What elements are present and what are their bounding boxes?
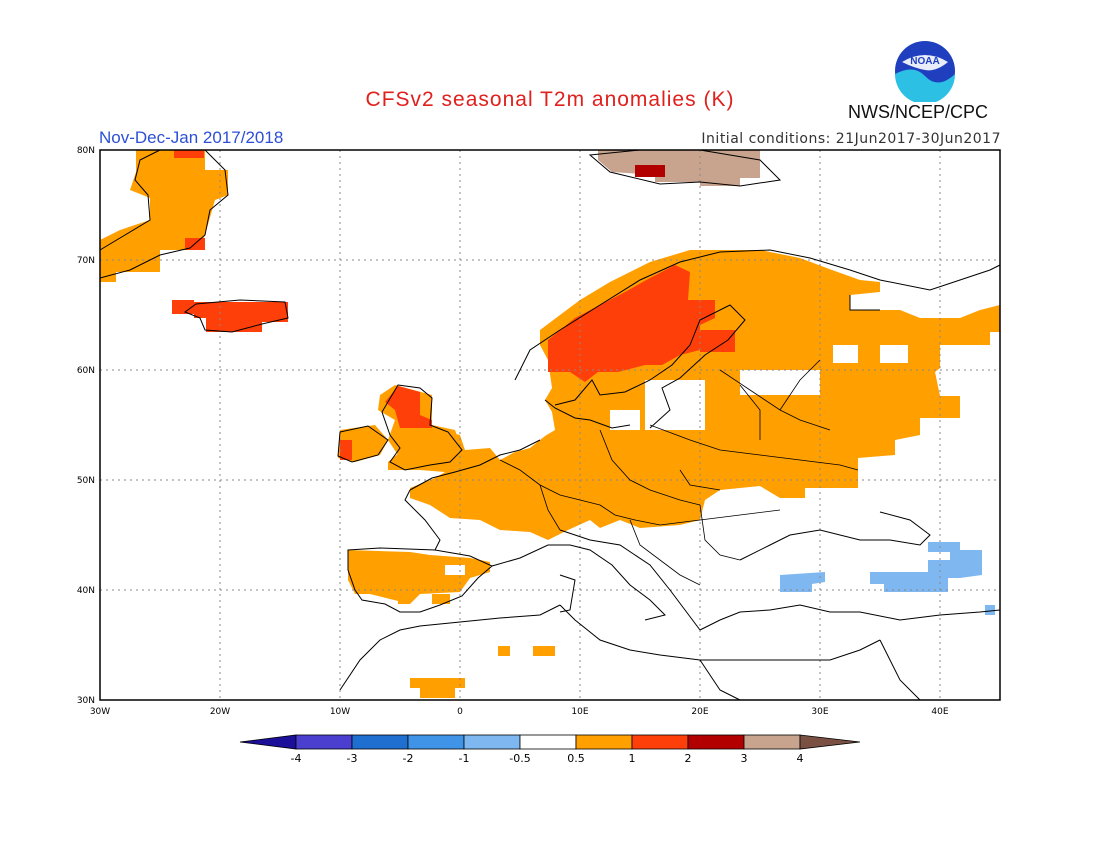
anomaly-africa: [498, 646, 510, 656]
anomaly-scandinavia-hot: [548, 265, 715, 382]
gap: [833, 345, 858, 363]
map-frame: [99, 149, 1001, 701]
colorbar-swatch: [463, 734, 521, 750]
lon-label-30w: 30W: [90, 707, 110, 717]
lon-label-10w: 10W: [330, 707, 350, 717]
colorbar-swatch: [351, 734, 409, 750]
lon-label-20e: 20E: [691, 707, 708, 717]
colorbar-label: 2: [685, 752, 692, 765]
colorbar-swatch: [687, 734, 745, 750]
lon-label-30e: 30E: [811, 707, 828, 717]
colorbar-label: 4: [797, 752, 804, 765]
lat-label-60: 60N: [77, 366, 95, 376]
colorbar-swatch-lt-4: [239, 734, 297, 750]
anomaly-iceland: [194, 302, 288, 332]
lat-label-30: 30N: [77, 696, 95, 706]
gridlines: [100, 150, 1000, 700]
country-borders: [499, 359, 859, 586]
anomaly-fills: [100, 150, 1000, 698]
lon-label-20w: 20W: [210, 707, 230, 717]
noaa-logo: NOAA: [895, 41, 955, 102]
anomaly-iberia-s: [432, 594, 450, 604]
anomaly-cool-turkey: [780, 572, 825, 592]
anomaly-svalbard-core: [635, 165, 665, 177]
lon-label-0: 0: [457, 707, 463, 717]
gap: [610, 410, 640, 430]
anomaly-scotland-hot: [385, 386, 432, 428]
colorbar-swatch: [575, 734, 633, 750]
colorbar-label: -1: [459, 752, 470, 765]
gap: [740, 370, 820, 395]
anomaly-iceland-west: [172, 300, 194, 314]
colorbar-label: -0.5: [509, 752, 530, 765]
anomaly-africa: [410, 678, 422, 688]
colorbar-swatch: [519, 734, 577, 750]
anomaly-ireland-hot: [340, 440, 352, 460]
colorbar: [239, 734, 861, 750]
anomaly-cool-caucasus: [870, 542, 982, 592]
anomaly-svalbard: [598, 150, 760, 186]
lat-label-80: 80N: [77, 146, 95, 156]
colorbar-label: -4: [291, 752, 302, 765]
colorbar-label: 1: [629, 752, 636, 765]
colorbar-labels: -4 -3 -2 -1 -0.5 0.5 1 2 3 4: [291, 752, 804, 765]
lon-axis: 30W 20W 10W 0 10E 20E 30E 40E: [90, 707, 949, 717]
anomaly-africa: [420, 678, 465, 698]
gap: [880, 345, 908, 363]
anomaly-iberia-s: [398, 594, 410, 604]
lat-label-50: 50N: [77, 476, 95, 486]
agency-label: NWS/NCEP/CPC: [848, 102, 989, 122]
map-title: CFSv2 seasonal T2m anomalies (K): [365, 88, 735, 111]
gap: [445, 565, 465, 575]
logo-text: NOAA: [910, 56, 939, 67]
colorbar-swatch: [295, 734, 353, 750]
anomaly-africa: [533, 646, 555, 656]
forecast-period: Nov-Dec-Jan 2017/2018: [99, 128, 284, 147]
colorbar-label: -3: [347, 752, 358, 765]
colorbar-label: 0.5: [567, 752, 585, 765]
colorbar-swatch-gt-4: [799, 734, 861, 750]
lat-label-40: 40N: [77, 586, 95, 596]
anomaly-cool-east: [985, 605, 995, 615]
anomaly-finland-hot: [700, 330, 735, 352]
colorbar-swatch: [631, 734, 689, 750]
gap: [645, 380, 705, 430]
colorbar-label: 3: [741, 752, 748, 765]
lon-label-40e: 40E: [931, 707, 948, 717]
colorbar-swatch: [743, 734, 801, 750]
coastlines: [99, 149, 1001, 701]
initial-conditions: Initial conditions: 21Jun2017-30Jun2017: [701, 131, 1001, 147]
lon-label-10e: 10E: [571, 707, 588, 717]
lat-axis: 30N 40N 50N 60N 70N 80N: [77, 146, 95, 706]
anomaly-greenland-hot: [174, 150, 204, 158]
lat-label-70: 70N: [77, 256, 95, 266]
colorbar-label: -2: [403, 752, 414, 765]
colorbar-swatch: [407, 734, 465, 750]
